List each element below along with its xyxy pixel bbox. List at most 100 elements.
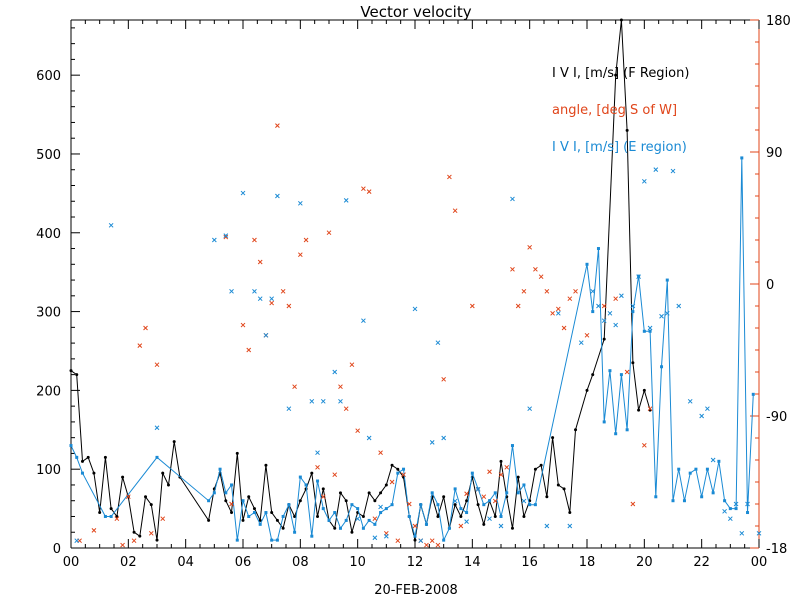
y-left-tick-label: 0 <box>53 542 61 557</box>
data-point <box>441 435 447 441</box>
data-point <box>304 483 308 487</box>
y-right-tick-label: 90 <box>766 146 783 161</box>
data-point <box>316 514 320 518</box>
series-layer <box>69 18 762 548</box>
data-point <box>544 288 550 294</box>
data-point <box>338 398 343 404</box>
x-tick-label: 00 <box>63 555 80 570</box>
data-point <box>722 508 727 514</box>
data-point <box>366 435 372 441</box>
data-point <box>286 406 292 412</box>
data-point <box>442 538 446 542</box>
data-point <box>671 499 675 503</box>
data-point <box>166 483 170 487</box>
data-point <box>297 200 303 206</box>
data-point <box>373 522 377 526</box>
data-point <box>647 325 653 331</box>
data-point <box>447 526 451 530</box>
data-point <box>498 472 504 478</box>
data-point <box>154 362 160 368</box>
data-point <box>286 303 292 309</box>
data-point <box>252 511 256 515</box>
data-point <box>293 514 297 518</box>
data-point <box>555 306 561 312</box>
data-point <box>366 189 372 194</box>
data-point <box>137 343 143 348</box>
data-point <box>114 516 120 522</box>
series-x-markers <box>77 123 653 548</box>
data-point <box>264 511 268 515</box>
data-point <box>522 483 526 487</box>
data-point <box>138 534 142 538</box>
data-point <box>344 499 348 503</box>
data-point <box>379 491 383 495</box>
data-point <box>459 507 463 511</box>
data-point <box>710 457 716 463</box>
y-left-tick-label: 400 <box>36 227 61 242</box>
data-point <box>257 259 263 265</box>
x-tick-label: 00 <box>751 555 768 570</box>
data-point <box>390 463 394 467</box>
data-point <box>292 384 297 390</box>
data-point <box>390 503 394 507</box>
data-point <box>350 503 354 507</box>
data-point <box>435 542 441 548</box>
data-point <box>727 516 733 522</box>
data-point <box>568 511 572 515</box>
data-point <box>459 514 463 518</box>
data-point <box>355 428 361 434</box>
data-point <box>659 313 664 319</box>
data-point <box>733 501 739 507</box>
data-point <box>561 325 567 331</box>
data-point <box>120 542 125 548</box>
data-point <box>148 530 154 536</box>
data-point <box>488 499 492 503</box>
data-point <box>211 237 217 243</box>
data-point <box>321 487 325 491</box>
data-point <box>132 530 136 534</box>
data-point <box>378 504 383 510</box>
y-right-tick-label: -90 <box>766 410 787 425</box>
data-point <box>413 534 417 538</box>
data-point <box>630 303 636 309</box>
data-point <box>699 413 705 419</box>
data-point <box>527 406 533 412</box>
data-point <box>257 296 263 302</box>
data-point <box>505 491 509 495</box>
data-point <box>539 463 543 467</box>
data-point <box>412 306 418 312</box>
series-line-dots <box>69 18 652 542</box>
data-point <box>109 514 113 518</box>
data-point <box>677 467 681 471</box>
data-point <box>601 303 607 309</box>
data-point <box>333 511 337 515</box>
data-point <box>596 303 601 309</box>
data-point <box>688 471 692 475</box>
data-point <box>75 455 79 459</box>
data-point <box>103 514 107 518</box>
data-point <box>350 530 354 534</box>
data-point <box>378 450 383 456</box>
data-point <box>229 501 234 507</box>
data-point <box>224 491 228 495</box>
data-point <box>430 491 434 495</box>
data-point <box>613 322 619 328</box>
data-point <box>538 274 544 280</box>
data-point <box>648 329 652 333</box>
data-point <box>458 523 464 529</box>
data-point <box>499 514 503 518</box>
x-tick-label: 06 <box>235 555 252 570</box>
y-left-tick-label: 600 <box>36 69 61 84</box>
axes: 00 02 04 06 08 10 12 14 16 18 20 22 0001002003004005… <box>36 14 791 570</box>
data-point <box>223 234 229 240</box>
data-point <box>303 237 309 243</box>
data-point <box>528 503 532 507</box>
data-point <box>372 535 378 541</box>
data-point <box>510 444 514 448</box>
data-point <box>264 463 268 467</box>
data-point <box>700 495 704 499</box>
data-point <box>464 519 469 524</box>
data-point <box>533 503 537 507</box>
x-tick-label: 18 <box>579 555 596 570</box>
data-point <box>361 514 365 518</box>
